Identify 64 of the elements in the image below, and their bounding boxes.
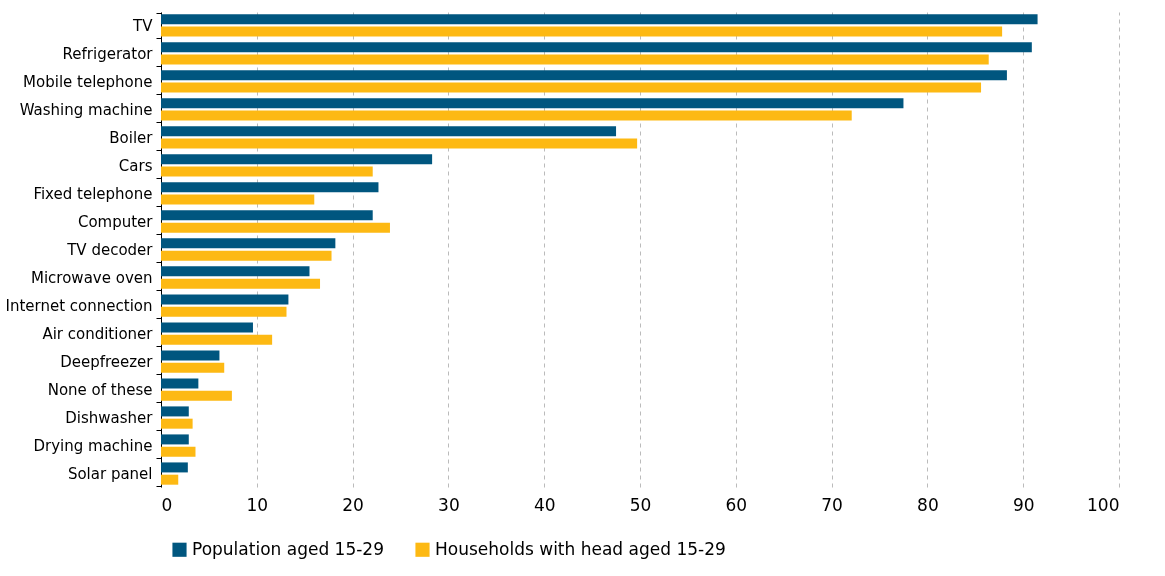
y-tick-label: Cars <box>118 156 153 175</box>
y-tick-label: Drying machine <box>33 437 153 456</box>
x-tick-label: 50 <box>629 494 652 515</box>
x-tick-label: 100 <box>1087 494 1120 515</box>
bar <box>161 70 1007 81</box>
x-tick-label: 60 <box>725 494 748 515</box>
bar <box>161 126 617 137</box>
y-tick-label: Solar panel <box>67 465 153 484</box>
bar <box>161 306 287 317</box>
x-tick-label: 90 <box>1012 494 1035 515</box>
bar <box>161 266 310 277</box>
y-tick-label: Boiler <box>109 128 154 147</box>
bar <box>161 166 373 177</box>
bar <box>161 434 189 445</box>
bar <box>161 250 332 261</box>
bar <box>161 378 199 389</box>
y-tick-label: Mobile telephone <box>23 72 153 91</box>
y-tick-label: None of these <box>47 381 153 400</box>
y-tick-label: Deepfreezer <box>60 353 154 372</box>
bar <box>161 82 982 93</box>
bar <box>161 406 189 417</box>
bar <box>161 42 1032 53</box>
bar <box>161 14 1038 25</box>
bar <box>161 390 232 401</box>
x-tick-label: 70 <box>821 494 843 515</box>
x-tick-label: 0 <box>161 494 173 515</box>
y-tick-label: Washing machine <box>19 100 153 119</box>
bar <box>161 446 196 457</box>
bar <box>161 210 373 221</box>
bar <box>161 98 904 109</box>
y-tick-label: Computer <box>77 212 154 231</box>
legend-label: Households with head aged 15-29 <box>435 538 726 559</box>
y-tick-label: TV <box>132 16 154 35</box>
x-tick-label: 20 <box>342 494 364 515</box>
y-tick-label: Microwave oven <box>31 269 153 288</box>
bar <box>161 54 989 65</box>
y-tick-label: Internet connection <box>5 297 153 316</box>
bar <box>161 26 1003 37</box>
bar <box>161 334 273 345</box>
bar <box>161 194 315 205</box>
bar <box>161 154 433 165</box>
bar <box>161 418 193 429</box>
y-tick-label: TV decoder <box>66 241 154 259</box>
y-tick-label: Fixed telephone <box>33 184 153 203</box>
bar <box>161 278 321 289</box>
y-tick-label: Air conditioner <box>42 325 154 344</box>
bar <box>161 474 179 485</box>
bar <box>161 462 188 473</box>
x-tick-label: 80 <box>917 494 939 515</box>
legend-label: Population aged 15-29 <box>192 538 384 559</box>
bar <box>161 138 638 149</box>
bar <box>161 182 379 193</box>
x-tick-label: 40 <box>533 494 556 515</box>
bar <box>161 222 390 233</box>
x-tick-label: 30 <box>438 494 460 515</box>
bar <box>161 294 289 305</box>
bar <box>161 238 336 249</box>
y-tick-label: Dishwasher <box>65 409 154 428</box>
bar <box>161 110 852 121</box>
x-tick-label: 10 <box>246 494 269 515</box>
bar <box>161 350 220 361</box>
bar <box>161 322 253 333</box>
bar <box>161 362 225 373</box>
y-tick-label: Refrigerator <box>62 44 154 63</box>
